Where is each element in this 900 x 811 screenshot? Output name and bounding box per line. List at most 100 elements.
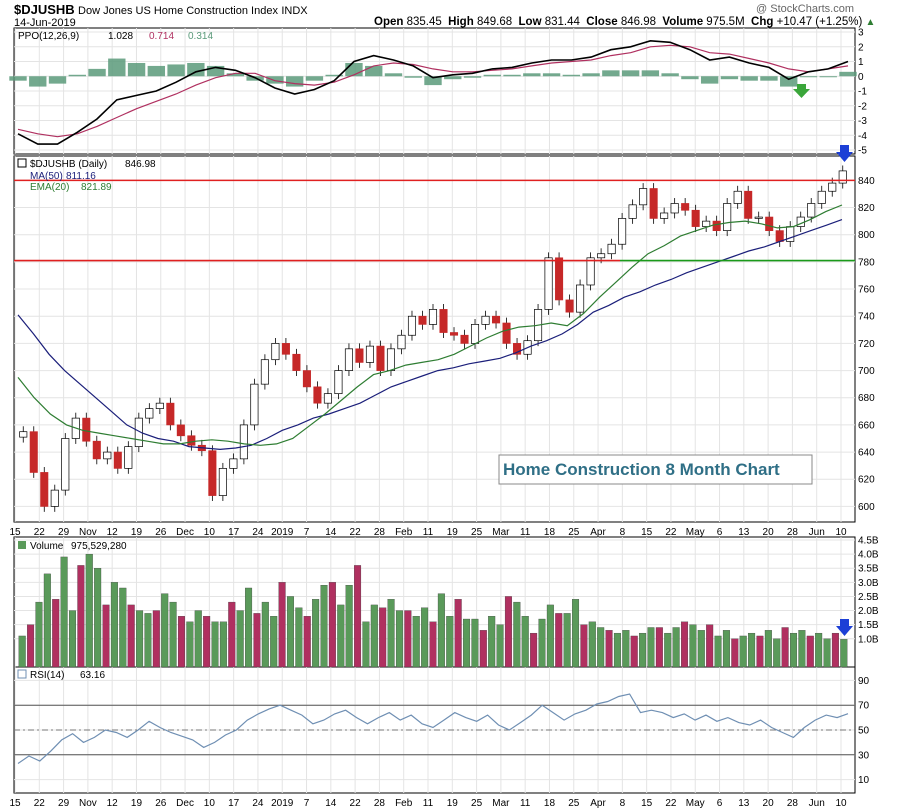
volume-y-tick: 2.0B [858, 606, 879, 617]
ppo-histogram-bar [542, 73, 561, 77]
ppo-histogram-bar [523, 73, 541, 77]
ppo-histogram-bar [780, 76, 798, 87]
ppo-label: PPO(12,26,9) [18, 31, 79, 42]
x-tick-label: 15 [641, 527, 653, 538]
volume-bar [177, 616, 185, 668]
volume-bar [27, 624, 35, 668]
volume-bar [613, 632, 621, 668]
ppo-histogram-bar [562, 74, 581, 77]
ppo-y-tick: -3 [858, 116, 867, 127]
candle-body [470, 324, 480, 344]
candle-body [481, 315, 490, 325]
volume-bar [538, 618, 546, 668]
volume-bar [655, 627, 663, 668]
ema20-label: EMA(20) [30, 182, 69, 193]
x-tick-label: 22 [350, 527, 362, 538]
volume-bar [60, 556, 68, 668]
ppo-y-tick: -5 [858, 146, 867, 157]
ma50-label: MA(50) [30, 171, 63, 182]
chart-header: $DJUSHB Dow Jones US Home Construction I… [14, 2, 308, 17]
x-tick-label: Mar [492, 798, 510, 809]
axis-ticks: 151522222929NovNov121219192626DecDec1010… [9, 28, 879, 810]
candle-body [439, 309, 448, 333]
volume-bar [513, 601, 521, 668]
volume-y-tick: 2.5B [858, 592, 879, 603]
ppo-histogram-bar [187, 62, 205, 77]
x-tick-label: 25 [568, 527, 580, 538]
candle-body [313, 386, 322, 404]
x-tick-label: 10 [835, 798, 847, 809]
volume-bar [622, 630, 630, 668]
price-y-tick: 740 [858, 312, 875, 323]
candle-body [208, 450, 217, 496]
x-tick-label: 19 [447, 798, 459, 809]
gridlines [14, 28, 855, 793]
candle-body [513, 343, 522, 355]
x-tick-label: 10 [835, 527, 847, 538]
candle-body [618, 218, 627, 245]
candle-body [817, 190, 826, 204]
volume-bar [345, 585, 353, 668]
ppo-histogram-bar [404, 76, 422, 78]
candle-body [40, 472, 49, 507]
volume-bar [530, 632, 538, 668]
x-tick-label: 22 [34, 527, 46, 538]
x-tick-label: 14 [325, 527, 337, 538]
ppo-histogram-bar [147, 65, 166, 77]
volume-bar [387, 599, 395, 668]
symbol: $DJUSHB [14, 2, 75, 17]
x-tick-label: 25 [471, 527, 483, 538]
x-tick-label: 22 [665, 798, 677, 809]
ppo-histogram-bar [483, 74, 501, 77]
ppo-histogram-bar [108, 58, 126, 77]
candle-body [607, 243, 616, 255]
candle-body [145, 408, 154, 419]
ppo-histogram-bar [444, 76, 462, 80]
high-value: 849.68 [476, 16, 513, 28]
candle-body [155, 402, 164, 409]
volume-bar [421, 607, 429, 668]
annotation-text: Home Construction 8 Month Chart [503, 460, 780, 479]
x-tick-label: 11 [423, 527, 434, 538]
open-label: Open [374, 16, 404, 28]
volume-bar [454, 599, 462, 668]
volume-bar [781, 627, 789, 668]
volume-bar [722, 630, 730, 668]
volume-label: Volume [662, 16, 704, 28]
x-tick-label: Apr [590, 798, 606, 809]
volume-bar [798, 630, 806, 668]
volume-series [18, 553, 848, 668]
volume-bar [286, 596, 294, 668]
price-label: $DJUSHB (Daily) [30, 159, 107, 170]
ppo-histogram-bar [641, 70, 660, 77]
volume-bar [496, 624, 504, 668]
candle-body [323, 393, 332, 404]
x-tick-label: May [686, 798, 705, 809]
candle-body [386, 348, 396, 371]
ma50-line [17, 219, 843, 451]
volume-bar [127, 604, 135, 668]
volume-bar [395, 610, 403, 668]
ppo-histogram-bar [621, 70, 640, 77]
ppo-histogram-bar [760, 76, 778, 81]
candle-body [565, 299, 574, 313]
price-high-arrow-icon [836, 145, 853, 162]
volume-bar [840, 639, 848, 668]
x-tick-label: 6 [717, 798, 723, 809]
x-tick-label: 22 [665, 527, 677, 538]
volume-value-total: 975,529,280 [71, 541, 127, 552]
candle-body [239, 424, 248, 460]
volume-bar [773, 638, 781, 668]
candle-body [754, 216, 763, 219]
candle-body [765, 216, 774, 231]
candle-body [828, 182, 837, 192]
price-y-tick: 620 [858, 475, 875, 486]
ppo-y-tick: -1 [858, 87, 867, 98]
price-y-tick: 780 [858, 257, 875, 268]
candle-body [418, 315, 427, 325]
ppo-histogram-bar [681, 76, 699, 80]
volume-bar [697, 630, 705, 668]
volume-bar [94, 568, 102, 668]
volume-arrow-icon [836, 619, 853, 636]
x-tick-label: 18 [544, 527, 556, 538]
